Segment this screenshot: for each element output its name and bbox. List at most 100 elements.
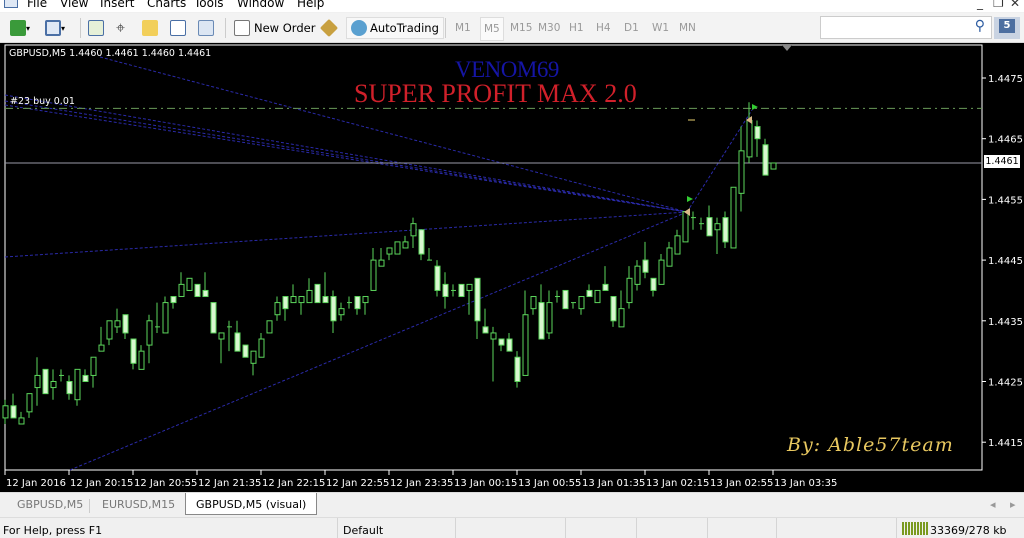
candle xyxy=(298,296,305,315)
metaeditor-button[interactable] xyxy=(319,17,339,39)
new-chart-icon xyxy=(10,20,26,36)
candle xyxy=(266,320,273,334)
timeframe-m1[interactable]: M1 xyxy=(455,22,471,34)
trade-line xyxy=(99,56,688,213)
candle xyxy=(434,260,441,297)
candle-body xyxy=(482,326,489,334)
candle xyxy=(90,356,97,388)
scroll-left-icon[interactable]: ◂ xyxy=(990,498,996,511)
price-axis: 1.4475 1.4465 1.4455 1.4445 1.4435 1.4425 1.44… xyxy=(982,74,1023,449)
candle xyxy=(42,368,49,395)
search-input[interactable]: ⚲ xyxy=(820,16,992,39)
chart-window[interactable]: 1.4475 1.4465 1.4455 1.4445 1.4435 1.4425 1.44… xyxy=(0,43,1024,492)
close-icon[interactable]: ✕ xyxy=(1010,0,1021,10)
metaeditor-icon xyxy=(319,18,339,38)
candle xyxy=(458,283,465,298)
tab-gbpusd-m5-visual[interactable]: GBPUSD,M5 (visual) xyxy=(185,493,318,515)
candle-body xyxy=(418,229,425,255)
app-icon xyxy=(4,0,18,8)
menu-view[interactable]: View xyxy=(60,0,89,10)
candle xyxy=(666,241,673,267)
menu-window[interactable]: Window xyxy=(237,0,285,10)
timeframe-h1[interactable]: H1 xyxy=(569,22,584,34)
candle xyxy=(691,211,696,230)
separator xyxy=(445,18,446,38)
candle xyxy=(402,235,409,249)
candle-body xyxy=(170,296,177,304)
candle-body xyxy=(514,356,521,383)
tester-button[interactable] xyxy=(198,17,214,39)
candle-body xyxy=(602,283,609,291)
timeframe-mn[interactable]: MN xyxy=(679,22,696,34)
price-tick-label: 1.4455 xyxy=(988,195,1023,206)
price-tick-label: 1.4415 xyxy=(988,438,1023,449)
menu-tools[interactable]: Tools xyxy=(194,0,224,10)
candle xyxy=(555,290,560,303)
buy-arrow-icon xyxy=(687,196,693,202)
candle-body xyxy=(498,338,505,346)
candle xyxy=(530,296,537,315)
time-tick-label: 13 Jan 03:35 xyxy=(774,478,837,489)
candle xyxy=(650,277,657,297)
candle-body xyxy=(26,393,33,413)
candle xyxy=(347,296,352,309)
candle xyxy=(26,393,33,418)
order-label: #23 buy 0.01 xyxy=(10,96,75,107)
new-order-button[interactable]: New Order xyxy=(234,17,315,39)
candle-body xyxy=(290,296,297,304)
candle xyxy=(378,247,385,267)
restore-icon[interactable]: ❐ xyxy=(993,0,1004,10)
candle xyxy=(522,290,529,376)
menu-insert[interactable]: Insert xyxy=(100,0,135,10)
profiles-button[interactable]: ▾ xyxy=(45,17,65,39)
tab-eurusd-m15[interactable]: EURUSD,M15 xyxy=(102,498,176,511)
candle xyxy=(155,302,160,333)
timeframe-m15[interactable]: M15 xyxy=(510,22,533,34)
candle xyxy=(322,272,329,304)
candle xyxy=(202,272,209,298)
notifications-button[interactable]: 5 xyxy=(994,17,1020,39)
candle-body xyxy=(314,283,321,304)
scroll-right-icon[interactable]: ▸ xyxy=(1010,498,1016,511)
candle-body xyxy=(738,150,745,194)
time-tick-label: 13 Jan 02:55 xyxy=(710,478,773,489)
tester-magnifier-icon xyxy=(198,20,214,36)
candle xyxy=(498,338,505,352)
candle xyxy=(699,217,704,230)
candle-body xyxy=(442,283,449,298)
candle-body xyxy=(610,296,617,322)
crosshair-button[interactable]: ⌖ xyxy=(116,17,125,39)
autotrading-button[interactable]: AutoTrading xyxy=(346,17,444,39)
tab-divider xyxy=(89,499,90,513)
candle xyxy=(282,296,289,321)
timeframe-m5[interactable]: M5 xyxy=(480,17,504,41)
candle xyxy=(602,266,609,291)
candle-body xyxy=(474,277,481,322)
folder-star-icon xyxy=(142,20,158,36)
timeframe-d1[interactable]: D1 xyxy=(624,22,639,34)
candle-body xyxy=(146,320,153,346)
trade-line xyxy=(69,211,688,471)
timeframe-h4[interactable]: H4 xyxy=(596,22,611,34)
candle xyxy=(658,254,665,285)
candle-body xyxy=(306,289,313,304)
candle-body xyxy=(114,320,121,328)
candle xyxy=(98,326,105,352)
candle xyxy=(730,186,737,249)
candle xyxy=(586,284,593,298)
tab-gbpusd-m5[interactable]: GBPUSD,M5 xyxy=(17,498,84,511)
navigator-button[interactable] xyxy=(142,17,158,39)
terminal-button[interactable] xyxy=(170,17,186,39)
menu-help[interactable]: Help xyxy=(297,0,325,10)
timeframe-w1[interactable]: W1 xyxy=(652,22,670,34)
minimize-icon[interactable]: _ xyxy=(977,0,983,10)
candle xyxy=(474,277,481,340)
candle xyxy=(106,320,113,346)
candle xyxy=(546,290,553,340)
timeframe-m30[interactable]: M30 xyxy=(538,22,561,34)
search-icon[interactable]: ⚲ xyxy=(974,18,985,34)
menu-file[interactable]: File xyxy=(27,0,48,10)
menu-charts[interactable]: Charts xyxy=(147,0,187,10)
market-watch-button[interactable] xyxy=(88,17,104,39)
new-chart-button[interactable]: ▾ xyxy=(10,17,30,39)
